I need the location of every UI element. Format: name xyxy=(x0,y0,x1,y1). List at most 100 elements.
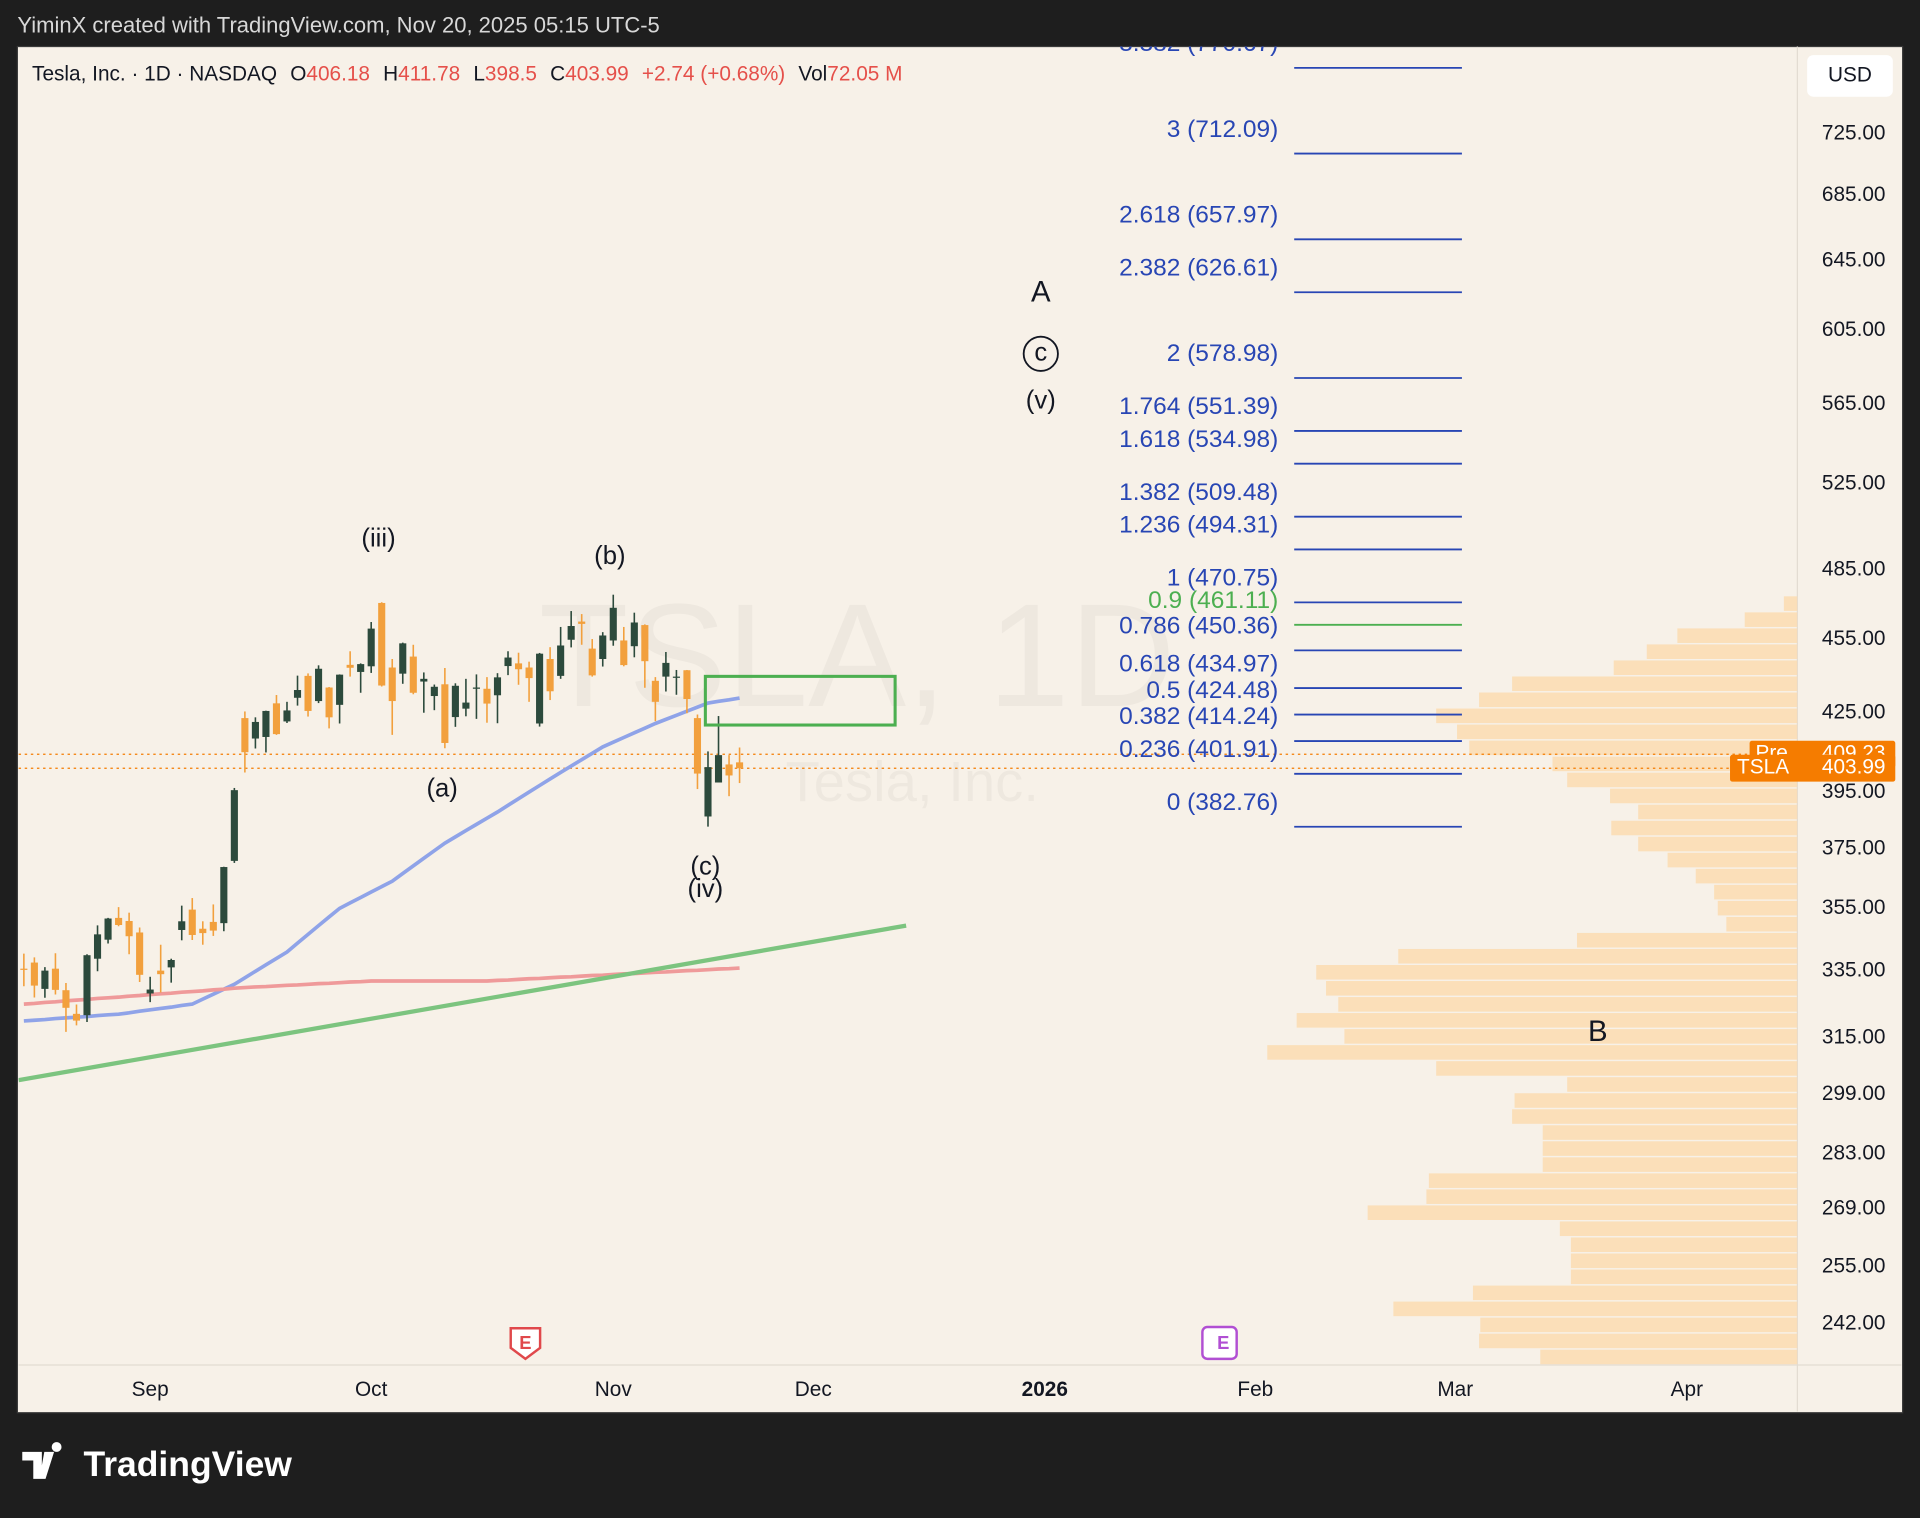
candle-body xyxy=(51,968,59,990)
volume-profile-bar xyxy=(1296,1013,1798,1028)
candle-body xyxy=(693,718,702,774)
wave-label: (b) xyxy=(594,542,625,570)
candle-body xyxy=(41,970,49,989)
y-tick-label: 425.00 xyxy=(1822,701,1886,724)
moving-average xyxy=(23,696,740,1023)
legend-key: Vol xyxy=(798,62,827,85)
logo-text: TradingView xyxy=(83,1444,292,1484)
volume-profile-bar xyxy=(1783,596,1798,611)
legend-key: C xyxy=(550,62,565,85)
candle-body xyxy=(272,703,281,735)
legend-value: 406.18 xyxy=(306,62,370,85)
candle-body xyxy=(514,663,523,670)
fib-label: 2.618 (657.97) xyxy=(1119,202,1278,229)
volume-profile-bar xyxy=(1436,708,1798,724)
candle-body xyxy=(157,970,165,975)
earnings-shape xyxy=(509,1327,542,1361)
candle-body xyxy=(483,688,491,704)
candle-body xyxy=(409,656,417,693)
candle-body xyxy=(630,622,638,647)
volume-profile-bar xyxy=(1567,1077,1798,1092)
candle-body xyxy=(188,909,196,935)
volume-profile-bar xyxy=(1316,964,1798,980)
volume-profile-bar xyxy=(1479,692,1798,708)
candle-body xyxy=(304,675,312,711)
legend-change: +2.74 (+0.68%) xyxy=(642,62,785,85)
volume-profile-bar xyxy=(1559,1221,1798,1237)
legend-value: 398.5 xyxy=(485,62,537,85)
volume-profile-bar xyxy=(1540,1349,1798,1365)
earnings-label: E xyxy=(519,1332,531,1353)
candle-body xyxy=(336,674,344,705)
volume-profile-bar xyxy=(1570,1253,1798,1269)
fib-label: 1 (470.75) xyxy=(1167,565,1279,592)
volume-profile-bar xyxy=(1613,660,1798,676)
y-tick-label: 255.00 xyxy=(1822,1255,1886,1278)
y-tick-label: 335.00 xyxy=(1822,959,1886,982)
legend-key: H xyxy=(383,62,398,85)
legend-key: L xyxy=(473,62,485,85)
currency-label[interactable]: USD xyxy=(1828,63,1872,86)
currency-button[interactable] xyxy=(1807,55,1893,97)
legend-key: O xyxy=(290,62,306,85)
volume-profile-bar xyxy=(1326,981,1798,996)
candle-body xyxy=(93,934,102,959)
volume-profile-bar xyxy=(1457,724,1798,740)
y-tick-label: 485.00 xyxy=(1822,558,1886,581)
logo-mark xyxy=(22,1442,62,1479)
volume-profile-bar xyxy=(1512,676,1798,692)
candle-body xyxy=(83,955,91,1016)
candle-body xyxy=(504,657,512,667)
x-tick-label: Sep xyxy=(132,1378,169,1401)
candle-body xyxy=(536,653,544,724)
fib-label: 2 (578.98) xyxy=(1167,340,1279,367)
candle-body xyxy=(462,702,470,709)
candle-body xyxy=(472,687,480,689)
y-tick-label: 375.00 xyxy=(1822,836,1886,859)
y-tick-label: 525.00 xyxy=(1822,472,1886,495)
wave-label: (c) xyxy=(690,853,720,881)
volume-profile-bar xyxy=(1436,1061,1798,1076)
candle-body xyxy=(578,621,586,624)
candle-body xyxy=(30,962,38,986)
candle-body xyxy=(367,628,375,667)
volume-profile-bar xyxy=(1667,852,1798,868)
candle-body xyxy=(378,602,386,686)
volume-profile-bar xyxy=(1542,1157,1798,1172)
axes: 725.00 685.00 645.00 605.00 565.00 525.00 485.… xyxy=(132,122,1896,1401)
candle-body xyxy=(262,710,270,737)
candle-body xyxy=(230,790,238,861)
fib-label: 0.618 (434.97) xyxy=(1119,650,1278,677)
y-tick-label: 299.00 xyxy=(1822,1082,1886,1105)
y-tick-label: 242.00 xyxy=(1822,1311,1886,1334)
wave-label: (iii) xyxy=(361,525,395,553)
wave-label: (iv) xyxy=(688,875,724,903)
logo: TradingView xyxy=(22,1442,292,1484)
fib-label: 1.764 (551.39) xyxy=(1119,393,1278,420)
candle-body xyxy=(567,626,575,640)
last-price-badge xyxy=(1730,754,1896,782)
volume-profile-bar xyxy=(1610,788,1798,804)
candle-body xyxy=(588,648,596,676)
y-tick-label: 645.00 xyxy=(1822,248,1886,271)
candle-body xyxy=(104,918,112,940)
volume-profile-bar xyxy=(1542,1141,1798,1156)
candle-body xyxy=(546,658,554,692)
volume-profile-bar xyxy=(1398,948,1798,964)
last-price-ticker: TSLA xyxy=(1737,756,1789,779)
candle-body xyxy=(251,721,259,739)
candle-body xyxy=(451,685,459,718)
x-tick-label: Dec xyxy=(795,1378,832,1401)
volume-profile-bar xyxy=(1344,1029,1798,1044)
volume-profile-bar xyxy=(1744,612,1798,627)
target-zone xyxy=(703,674,897,727)
wave-label: B xyxy=(1588,1015,1608,1048)
y-tick-label: 565.00 xyxy=(1822,392,1886,415)
fib-label: 0 (382.76) xyxy=(1167,789,1279,816)
x-tick-label: 2026 xyxy=(1022,1378,1068,1401)
volume-profile-bar xyxy=(1428,1173,1798,1188)
candle-body xyxy=(641,625,649,662)
y-tick-label: 283.00 xyxy=(1822,1142,1886,1165)
